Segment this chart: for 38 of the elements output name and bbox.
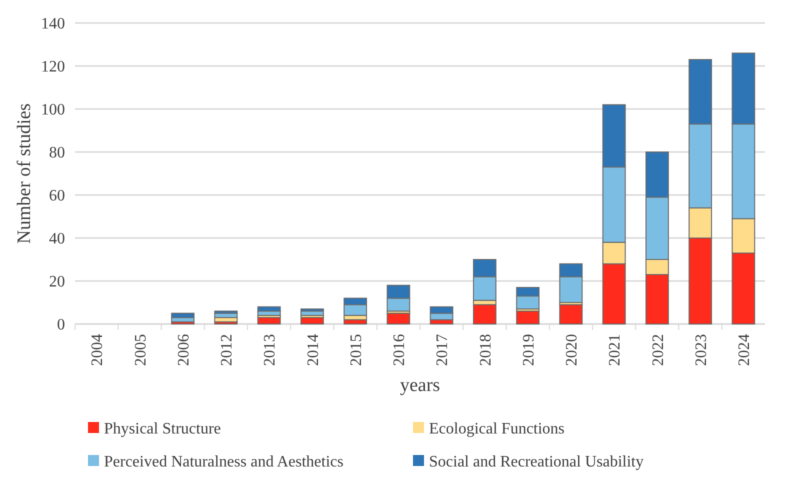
y-tick-label: 60 [49,188,65,205]
x-tick-label: 2023 [692,334,710,366]
x-tick-label: 2018 [477,334,494,366]
x-tick-label: 2005 [132,334,150,366]
bar [386,312,410,324]
bar [214,310,238,314]
x-tick-label: 2004 [89,334,106,366]
bar [257,306,281,312]
legend-label: Perceived Naturalness and Aesthetics [104,454,344,471]
x-tick-label: 2013 [262,334,279,366]
x-tick-label: 2014 [304,334,322,366]
x-tick-label: 2016 [391,334,408,366]
y-axis-title: Number of studies [14,103,35,244]
bar [516,310,540,324]
x-tick-label: 2021 [606,334,624,366]
legend-label: Physical Structure [104,420,221,438]
bar [171,312,195,318]
x-axis-title: years [400,375,440,396]
y-tick-label: 80 [49,144,65,162]
bar [472,304,496,324]
x-tick-label: 2012 [218,334,236,366]
x-tick-label: 2019 [520,334,538,366]
x-tick-label: 2015 [348,334,365,366]
bar [559,304,583,324]
x-tick-label: 2020 [564,334,581,366]
legend-label: Ecological Functions [429,420,565,438]
x-tick-label: 2017 [434,334,452,366]
y-tick-label: 100 [41,102,65,119]
legend-label: Social and Recreational Usability [429,454,644,471]
y-tick-label: 0 [57,316,65,334]
y-tick-label: 140 [41,16,65,33]
x-tick-label: 2022 [650,334,667,366]
y-tick-label: 20 [49,274,65,291]
bar [300,308,324,312]
x-tick-label: 2024 [736,334,754,366]
y-tick-label: 120 [41,58,65,76]
x-tick-label: 2006 [175,334,192,366]
y-tick-label: 40 [49,230,65,248]
